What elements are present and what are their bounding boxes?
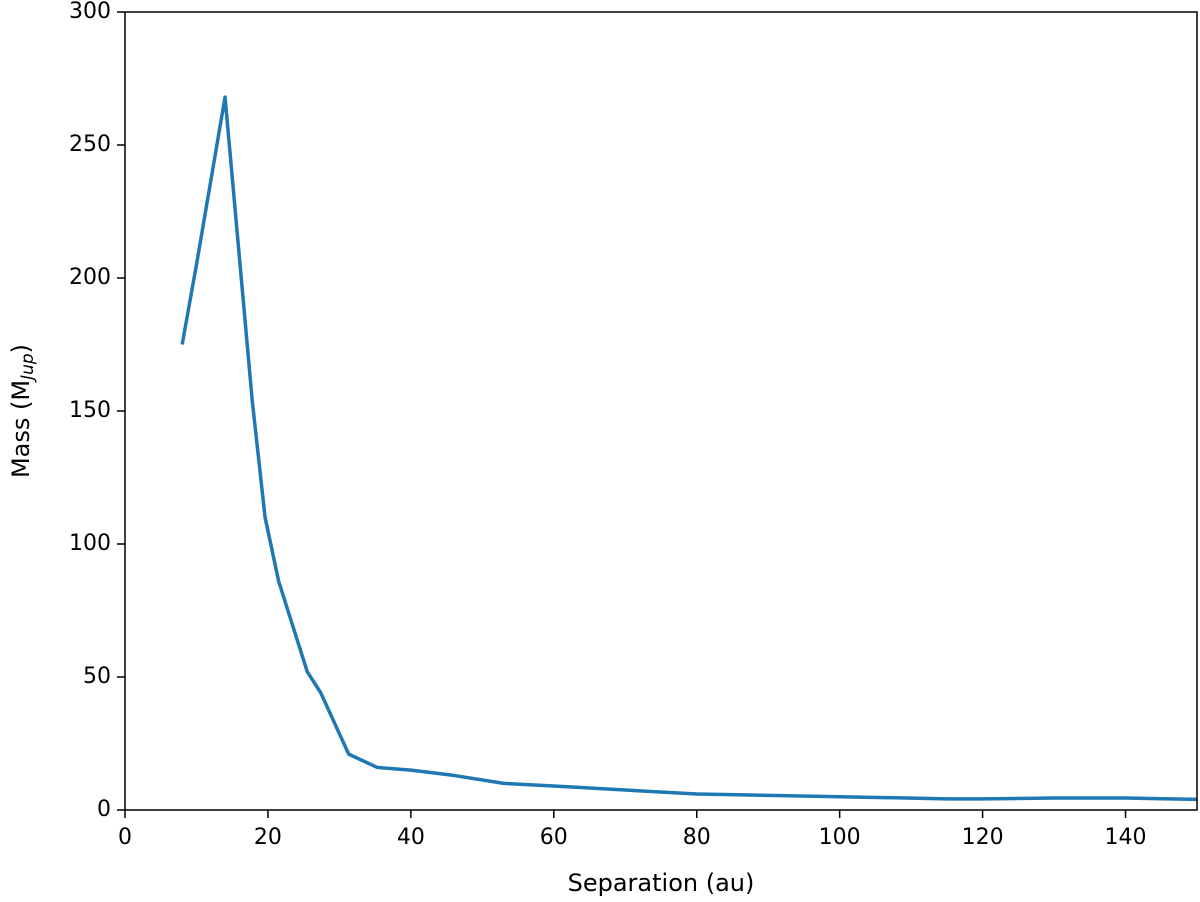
data-line xyxy=(180,95,1198,802)
x-tick-label: 120 xyxy=(962,825,1004,850)
x-tick-label: 0 xyxy=(118,825,132,850)
x-tick-label: 80 xyxy=(683,825,711,850)
y-axis-label-main: Mass (M xyxy=(7,380,35,478)
y-axis-label-subscript: Jup xyxy=(18,353,38,383)
x-tick-label: 60 xyxy=(540,825,568,850)
y-tick-label: 0 xyxy=(97,797,111,822)
y-tick-label: 100 xyxy=(69,531,111,556)
x-tick-label: 20 xyxy=(254,825,282,850)
plot-frame xyxy=(124,11,1198,811)
x-tick-label: 100 xyxy=(819,825,861,850)
y-axis-label: Mass (MJup) xyxy=(7,344,38,478)
y-axis-label-suffix: ) xyxy=(7,344,35,353)
y-tick-label: 50 xyxy=(83,664,111,689)
x-tick-label: 40 xyxy=(397,825,425,850)
x-tick-label: 140 xyxy=(1105,825,1147,850)
y-tick-label: 200 xyxy=(69,265,111,290)
y-tick-label: 150 xyxy=(69,398,111,423)
y-tick-label: 300 xyxy=(69,0,111,24)
y-tick-label: 250 xyxy=(69,132,111,157)
x-axis-label: Separation (au) xyxy=(568,869,755,897)
